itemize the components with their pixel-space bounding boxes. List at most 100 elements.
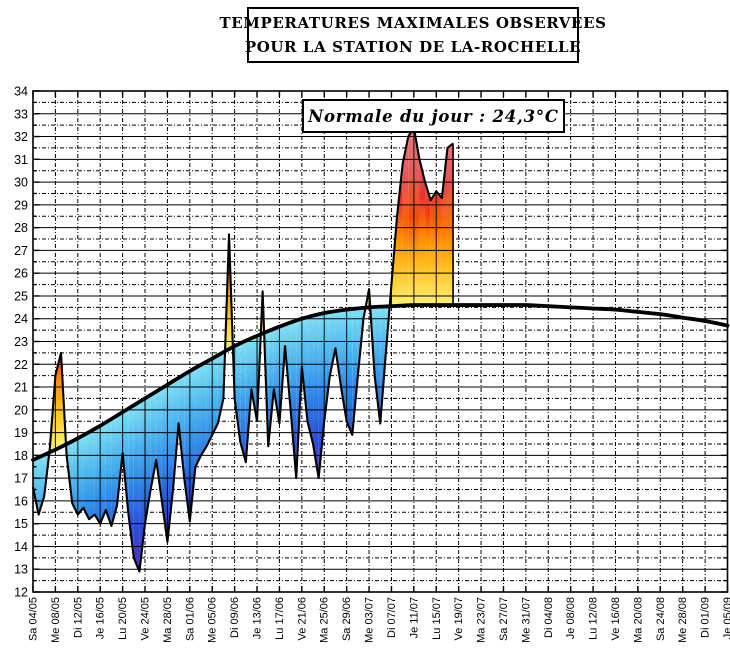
y-tick-label: 29 bbox=[14, 198, 28, 212]
x-tick-label: Ma 25/06 bbox=[319, 597, 331, 643]
y-tick-label: 28 bbox=[14, 221, 28, 235]
fill-segment bbox=[234, 343, 241, 442]
fill-segment bbox=[212, 355, 218, 435]
y-tick-label: 15 bbox=[14, 517, 28, 531]
y-tick-label: 23 bbox=[14, 335, 28, 349]
fill-segment bbox=[240, 340, 246, 463]
fill-segment bbox=[161, 384, 168, 542]
fill-segment bbox=[83, 432, 90, 520]
x-tick-label: Me 31/07 bbox=[520, 597, 532, 643]
normale-curve bbox=[31, 303, 730, 462]
normale-annotation-box: Normale du jour : 24,3°C bbox=[302, 99, 565, 133]
chart-title-line1: TEMPERATURES MAXIMALES OBSERVEES bbox=[219, 14, 607, 32]
x-tick-label: Ma 23/07 bbox=[476, 597, 488, 643]
x-tick-label: Lu 15/07 bbox=[431, 597, 443, 640]
x-tick-label: Ve 21/06 bbox=[296, 597, 308, 640]
y-tick-label: 22 bbox=[14, 358, 28, 372]
y-tick-label: 18 bbox=[14, 449, 28, 463]
x-tick-label: Me 08/05 bbox=[50, 597, 62, 643]
fill-segment bbox=[413, 127, 420, 306]
fill-segment bbox=[335, 310, 342, 388]
x-tick-label: Je 11/07 bbox=[408, 597, 420, 638]
fill-segment bbox=[430, 191, 437, 306]
x-tick-label: Je 08/08 bbox=[565, 597, 577, 639]
fill-segment bbox=[346, 309, 353, 435]
fill-segment bbox=[100, 422, 106, 524]
fill-segment bbox=[329, 311, 336, 376]
fill-segment bbox=[408, 127, 414, 306]
x-tick-label: Di 04/08 bbox=[543, 597, 555, 638]
fill-segment bbox=[111, 415, 118, 526]
fill-segment bbox=[397, 163, 403, 306]
fill-segment bbox=[436, 191, 442, 306]
fill-segment bbox=[273, 326, 280, 424]
x-tick-label: Ma 20/08 bbox=[632, 597, 644, 643]
fill-segment bbox=[318, 313, 325, 479]
axis-ticks bbox=[32, 90, 729, 593]
x-tick-label: Di 09/06 bbox=[229, 597, 241, 638]
y-axis-labels: 12 13 14 15 16 17 18 19 20 21 22 23 24 25 26 27 28 29 30 31… bbox=[14, 85, 28, 600]
fill-segment bbox=[178, 374, 185, 479]
x-tick-label: Me 28/08 bbox=[677, 597, 689, 643]
fill-segment bbox=[145, 395, 151, 524]
x-tick-label: Sa 04/05 bbox=[28, 597, 40, 641]
y-tick-label: 12 bbox=[14, 586, 28, 600]
fill-segment bbox=[206, 358, 213, 447]
fill-segment bbox=[117, 412, 123, 506]
fill-segment bbox=[72, 438, 78, 515]
x-tick-label: Sa 29/06 bbox=[341, 597, 353, 641]
y-tick-label: 20 bbox=[14, 403, 28, 417]
y-tick-label: 13 bbox=[14, 563, 28, 577]
fill-segment bbox=[352, 308, 358, 435]
x-axis-labels: Sa 04/05 Me 08/05 Di 12/05 Je 16/05 Lu 20/05… bbox=[28, 597, 730, 643]
fill-segment bbox=[425, 182, 431, 306]
y-tick-label: 34 bbox=[14, 85, 28, 99]
y-tick-label: 24 bbox=[14, 312, 28, 326]
fill-segment bbox=[133, 401, 140, 572]
fill-segment bbox=[402, 136, 409, 306]
fill-segment bbox=[268, 328, 274, 447]
x-tick-label: Je 05/09 bbox=[722, 597, 730, 639]
fill-segment bbox=[447, 143, 454, 306]
x-tick-label: Di 07/07 bbox=[386, 597, 398, 638]
fill-segment bbox=[89, 428, 95, 520]
solid-grid-major bbox=[33, 113, 728, 570]
fill-segment bbox=[156, 388, 162, 501]
x-tick-label: Lu 17/06 bbox=[274, 597, 286, 640]
x-tick-label: Sa 01/06 bbox=[184, 597, 196, 641]
observed-line bbox=[31, 126, 454, 573]
x-tick-label: Je 16/05 bbox=[95, 597, 107, 639]
x-tick-label: Di 01/09 bbox=[700, 597, 712, 638]
y-tick-label: 31 bbox=[14, 153, 28, 167]
fill-segment bbox=[217, 352, 224, 424]
fill-segment bbox=[105, 418, 112, 526]
fill-segment bbox=[195, 364, 202, 467]
fill-segment bbox=[290, 320, 297, 479]
y-tick-label: 19 bbox=[14, 426, 28, 440]
x-tick-label: Ve 24/05 bbox=[140, 597, 152, 640]
fill-segment bbox=[251, 335, 258, 422]
fill-segment bbox=[313, 314, 319, 479]
normale-annotation-label: Normale du jour : 24,3°C bbox=[308, 106, 559, 126]
chart-title-box: TEMPERATURES MAXIMALES OBSERVEES POUR LA… bbox=[219, 7, 606, 63]
y-tick-label: 17 bbox=[14, 472, 28, 486]
x-tick-label: Ve 19/07 bbox=[453, 597, 465, 640]
y-tick-label: 30 bbox=[14, 176, 28, 190]
x-tick-label: Me 03/07 bbox=[364, 597, 376, 643]
fill-segment bbox=[374, 306, 381, 424]
x-tick-label: Sa 24/08 bbox=[655, 597, 667, 641]
x-tick-label: Ve 16/08 bbox=[610, 597, 622, 640]
y-tick-label: 32 bbox=[14, 130, 28, 144]
y-tick-label: 14 bbox=[14, 540, 28, 554]
x-tick-label: Sa 27/07 bbox=[498, 597, 510, 641]
x-tick-label: Lu 20/05 bbox=[117, 597, 129, 640]
x-tick-label: Ma 28/05 bbox=[162, 597, 174, 643]
fill-segment bbox=[419, 159, 426, 306]
fill-segment bbox=[55, 352, 62, 450]
fill-segment bbox=[189, 367, 196, 522]
y-tick-label: 16 bbox=[14, 494, 28, 508]
y-tick-label: 33 bbox=[14, 107, 28, 121]
y-tick-label: 27 bbox=[14, 244, 28, 258]
x-tick-label: Je 13/06 bbox=[252, 597, 264, 639]
y-tick-label: 21 bbox=[14, 381, 28, 395]
